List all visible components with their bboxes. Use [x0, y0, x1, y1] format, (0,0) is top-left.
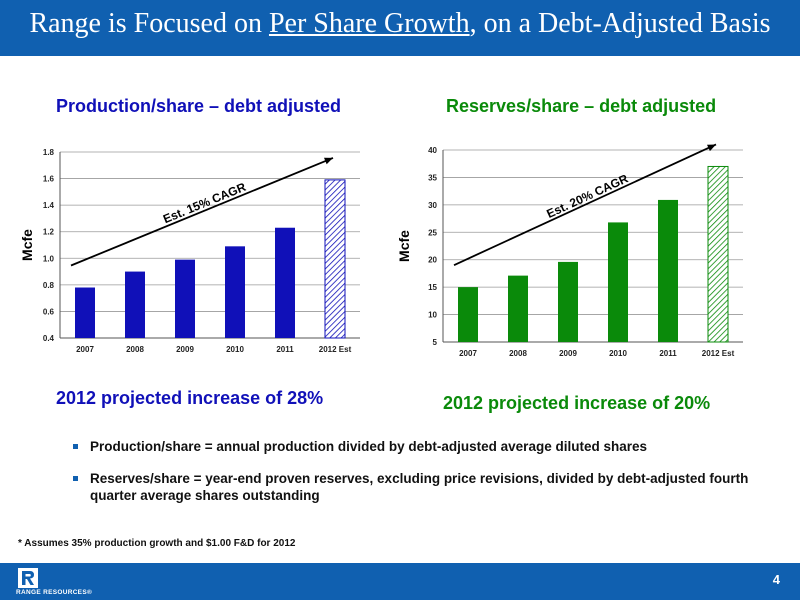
- cagr-arrow-line: [70, 157, 334, 267]
- y-tick-label: 0.6: [43, 307, 55, 316]
- definition-list: Production/share = annual production div…: [70, 438, 770, 519]
- y-tick-label: 20: [428, 256, 437, 265]
- data-bar: [75, 287, 95, 338]
- footnote: * Assumes 35% production growth and $1.0…: [18, 538, 296, 549]
- bullet-reserves-definition: Reserves/share = year-end proven reserve…: [70, 470, 770, 504]
- y-tick-label: 35: [428, 173, 437, 182]
- y-tick-label: 10: [428, 311, 437, 320]
- bullet-text: Production/share = annual production div…: [90, 439, 647, 454]
- bullet-square-icon: [73, 444, 78, 449]
- data-bar: [658, 199, 678, 342]
- slide-title-start: Range is Focused on: [29, 8, 269, 39]
- x-tick-label: 2012 Est: [702, 349, 735, 358]
- cagr-annotation: Est. 15% CAGR: [161, 180, 248, 227]
- data-bar: [175, 259, 195, 338]
- slide-title-end: , on a Debt-Adjusted Basis: [469, 8, 771, 39]
- data-bar: [608, 222, 628, 342]
- slide-title: Range is Focused on Per Share Growth, on…: [0, 8, 800, 40]
- estimate-bar: [324, 179, 346, 339]
- x-tick-label: 2010: [609, 349, 627, 358]
- y-tick-label: 30: [428, 201, 437, 210]
- range-logo-icon: [18, 568, 38, 588]
- slide-title-underlined: Per Share Growth: [268, 8, 470, 39]
- y-tick-label: 1.0: [43, 254, 55, 263]
- cagr-arrow-head: [324, 157, 333, 165]
- x-tick-label: 2008: [509, 349, 527, 358]
- production-chart-title: Production/share – debt adjusted: [56, 96, 342, 116]
- y-tick-label: 1.6: [43, 175, 55, 184]
- data-bar: [125, 271, 145, 338]
- cagr-arrow-line: [453, 143, 717, 266]
- x-tick-label: 2009: [176, 345, 194, 354]
- y-tick-label: 5: [433, 338, 438, 347]
- y-tick-label: 40: [428, 146, 437, 155]
- y-tick-label: 0.8: [43, 281, 55, 290]
- x-tick-label: 2011: [276, 345, 294, 354]
- y-tick-label: 25: [428, 228, 437, 237]
- cagr-arrow-head: [707, 144, 716, 152]
- logo-text: RANGE RESOURCES®: [16, 589, 93, 596]
- y-axis-label: Mcfe: [396, 230, 412, 262]
- reserves-chart: 5 10 15 20 25 30 35 40 2007 2008 2009 2010 2011 2012 …: [396, 143, 743, 358]
- x-tick-label: 2007: [76, 345, 94, 354]
- y-tick-label: 15: [428, 283, 437, 292]
- y-axis-label: Mcfe: [19, 229, 35, 261]
- production-projected-increase: 2012 projected increase of 28%: [56, 388, 324, 408]
- x-tick-label: 2008: [126, 345, 144, 354]
- cagr-annotation: Est. 20% CAGR: [544, 171, 630, 221]
- data-bar: [558, 261, 578, 342]
- x-tick-label: 2007: [459, 349, 477, 358]
- bullet-production-definition: Production/share = annual production div…: [70, 438, 770, 455]
- data-bar: [225, 246, 245, 338]
- header-bar: Range is Focused on Per Share Growth, on…: [0, 0, 800, 56]
- data-bar: [275, 227, 295, 338]
- reserves-projected-increase: 2012 projected increase of 20%: [443, 393, 711, 413]
- bullet-square-icon: [73, 476, 78, 481]
- footer-bar: [0, 563, 800, 600]
- bullet-text: Reserves/share = year-end proven reserve…: [90, 471, 749, 503]
- data-bar: [458, 287, 478, 342]
- data-bar: [508, 275, 528, 342]
- y-tick-label: 1.8: [43, 148, 55, 157]
- x-tick-label: 2012 Est: [319, 345, 352, 354]
- y-tick-label: 0.4: [43, 334, 55, 343]
- x-tick-label: 2009: [559, 349, 577, 358]
- x-tick-label: 2010: [226, 345, 244, 354]
- x-tick-label: 2011: [659, 349, 677, 358]
- y-tick-label: 1.4: [43, 201, 55, 210]
- production-chart: 0.4 0.6 0.8 1.0 1.2 1.4 1.6 1.8 2007 2008 2009 2010…: [19, 148, 360, 354]
- y-tick-label: 1.2: [43, 228, 55, 237]
- reserves-chart-title: Reserves/share – debt adjusted: [446, 96, 717, 116]
- page-number: 4: [772, 572, 780, 587]
- estimate-bar: [707, 165, 729, 343]
